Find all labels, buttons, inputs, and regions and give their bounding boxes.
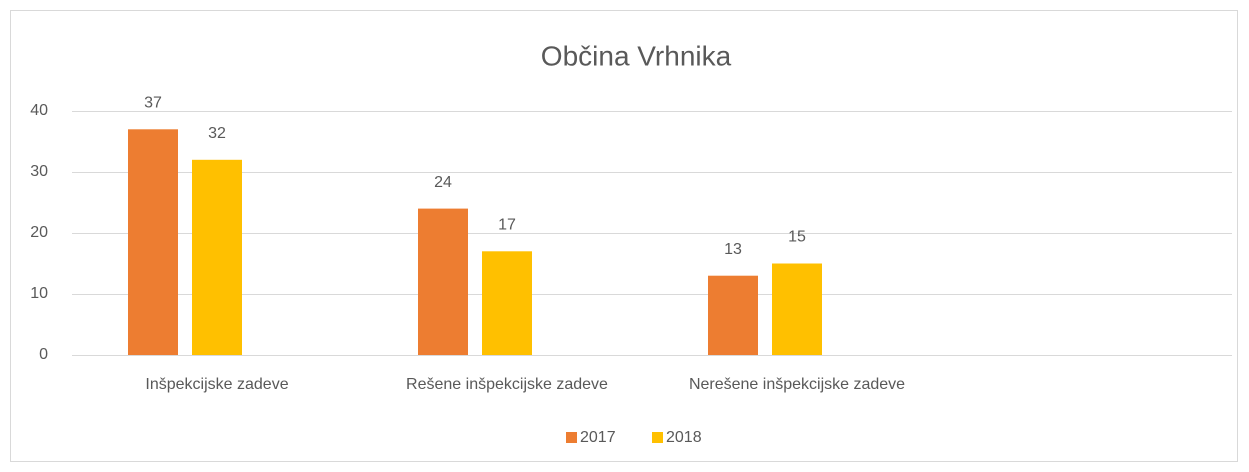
y-tick-label: 40 <box>30 102 48 119</box>
y-tick-label: 30 <box>30 163 48 180</box>
legend-swatch <box>566 432 577 443</box>
data-label: 15 <box>788 229 806 246</box>
bar <box>772 263 822 355</box>
bar <box>192 159 242 355</box>
data-label: 37 <box>144 95 162 112</box>
chart-title: Občina Vrhnika <box>541 40 732 71</box>
data-label: 32 <box>208 125 226 142</box>
data-label: 24 <box>434 174 452 191</box>
y-tick-label: 10 <box>30 285 48 302</box>
y-tick-label: 0 <box>39 346 48 363</box>
x-tick-label: Nerešene inšpekcijske zadeve <box>689 376 905 393</box>
bar <box>708 275 758 355</box>
y-tick-label: 20 <box>30 224 48 241</box>
bar <box>418 208 468 355</box>
legend-label: 2018 <box>666 429 702 446</box>
legend-label: 2017 <box>580 429 616 446</box>
x-tick-label: Inšpekcijske zadeve <box>145 376 288 393</box>
data-label: 17 <box>498 217 516 234</box>
x-tick-label: Rešene inšpekcijske zadeve <box>406 376 608 393</box>
bar <box>482 251 532 355</box>
data-label: 13 <box>724 241 742 258</box>
bar <box>128 129 178 355</box>
legend-swatch <box>652 432 663 443</box>
